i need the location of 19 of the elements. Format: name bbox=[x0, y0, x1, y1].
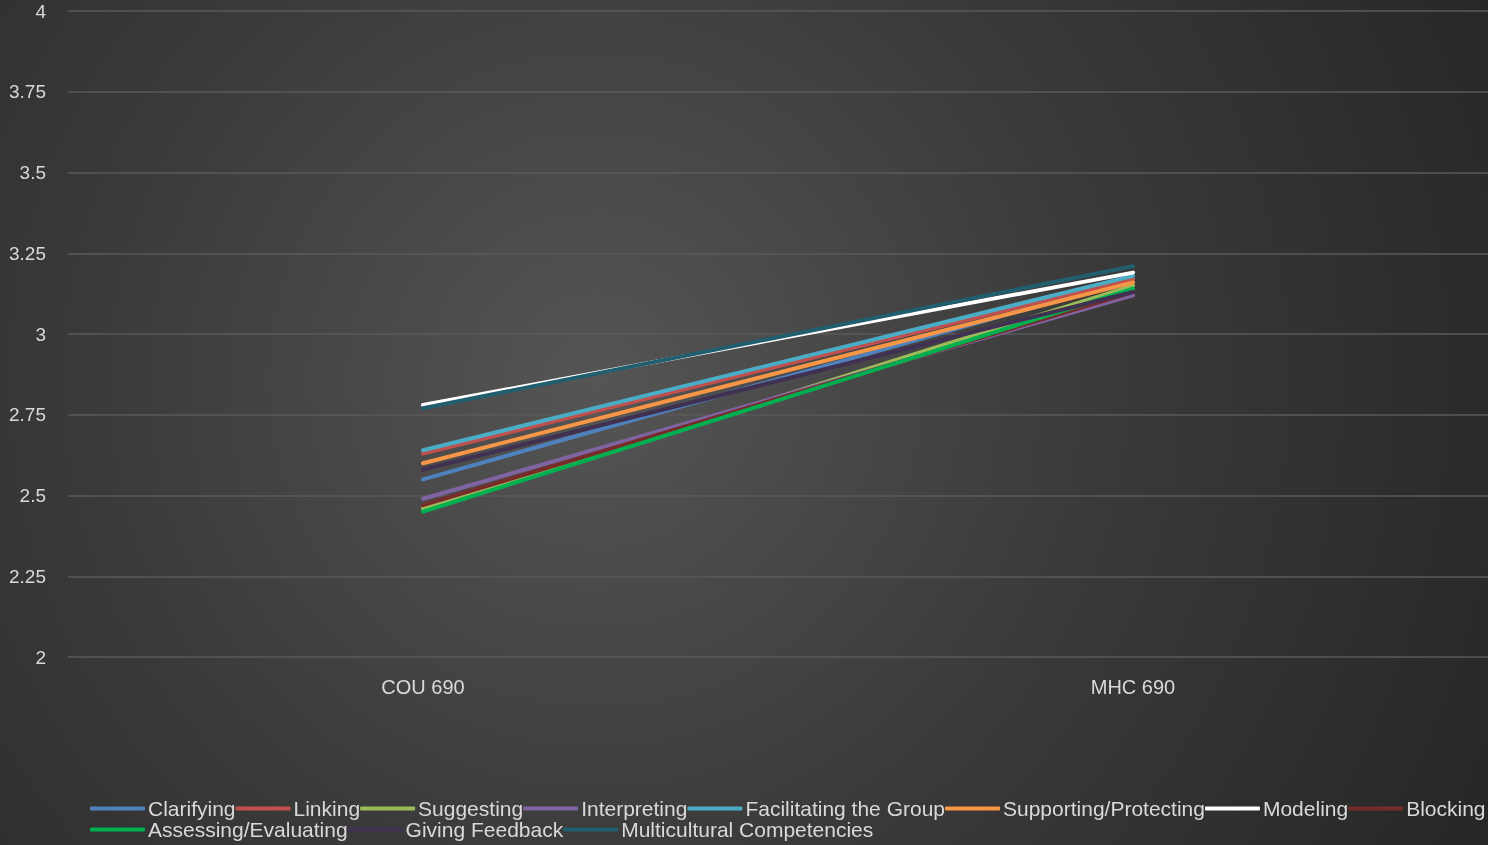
y-tick-label: 2 bbox=[35, 646, 46, 668]
legend-label: Interpreting bbox=[581, 797, 688, 820]
y-tick-label: 3.25 bbox=[9, 242, 46, 264]
y-tick-label: 2.5 bbox=[19, 485, 46, 506]
legend-label: Blocking bbox=[1406, 797, 1486, 820]
legend-label: Clarifying bbox=[148, 797, 236, 820]
y-tick-label: 2.25 bbox=[9, 565, 46, 587]
y-tick-label: 2.75 bbox=[9, 404, 46, 426]
legend-label: Supporting/Protecting bbox=[1002, 797, 1205, 820]
y-tick-label: 3.5 bbox=[19, 162, 46, 183]
y-tick-label: 3 bbox=[35, 323, 46, 345]
legend-label: Linking bbox=[293, 797, 361, 820]
y-tick-label: 3.75 bbox=[9, 81, 46, 103]
y-tick-label: 4 bbox=[35, 0, 47, 22]
legend-label: Facilitating the Group bbox=[745, 797, 945, 820]
x-tick-label: COU 690 bbox=[381, 676, 465, 698]
x-tick-label: MHC 690 bbox=[1090, 676, 1176, 698]
legend-label: Modeling bbox=[1262, 797, 1349, 820]
legend-label: Suggesting bbox=[418, 797, 524, 820]
